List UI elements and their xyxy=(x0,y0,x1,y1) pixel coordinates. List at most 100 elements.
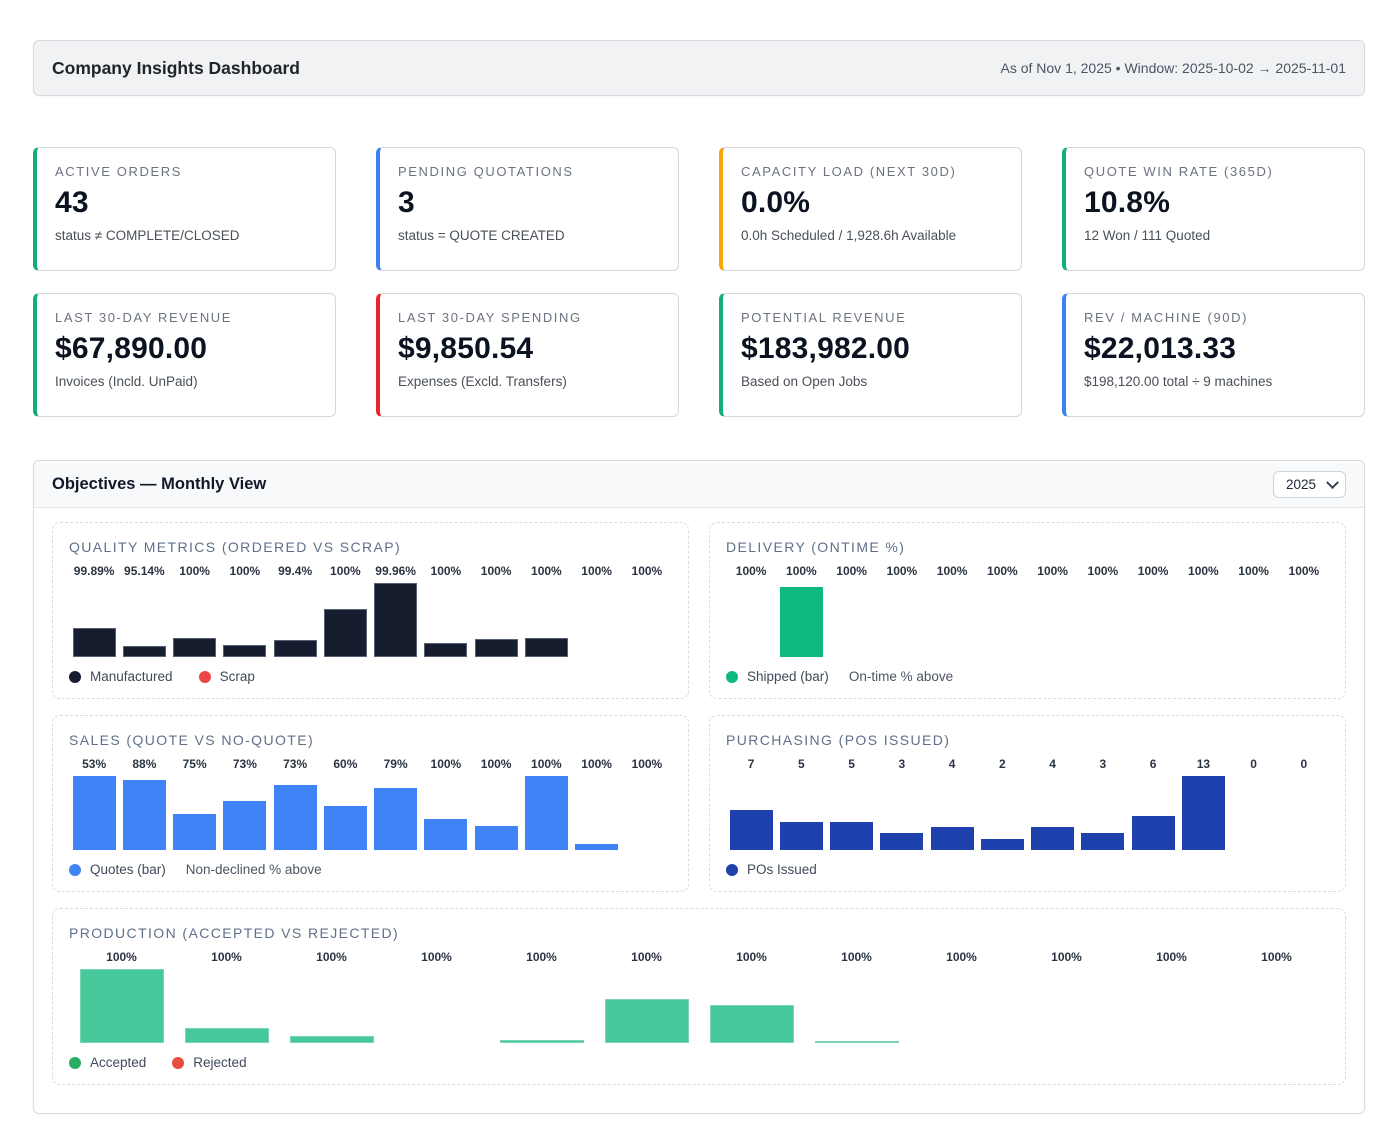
bar-value-label: 3 xyxy=(1099,757,1107,771)
bar-value-label: 95.14% xyxy=(124,564,165,578)
kpi-label: REV / MACHINE (90D) xyxy=(1084,310,1249,325)
bar-value-label: 5 xyxy=(798,757,805,771)
chart-legend: Manufactured Scrap xyxy=(69,669,672,684)
bar-slot xyxy=(877,776,927,850)
legend-note: On-time % above xyxy=(848,669,954,684)
date-window-text: As of Nov 1, 2025 • Window: 2025-10-02 →… xyxy=(1000,60,1346,76)
legend-item: Quotes (bar) xyxy=(69,862,166,877)
chart-column: 73% xyxy=(270,756,320,850)
chart-column: 7 xyxy=(726,756,776,850)
year-select[interactable]: 2025 xyxy=(1273,470,1346,498)
bar-slot xyxy=(572,583,622,657)
chart-column: 100% xyxy=(1078,563,1128,657)
chart-column: 99.89% xyxy=(69,563,119,657)
bar-value-label: 88% xyxy=(132,757,157,771)
chart-column: 100% xyxy=(220,563,270,657)
legend-label: Rejected xyxy=(193,1055,247,1070)
chart-column: 100% xyxy=(170,563,220,657)
bar-slot xyxy=(877,583,927,657)
chart-column: 100% xyxy=(1279,563,1329,657)
chart-column: 100% xyxy=(521,563,571,657)
bar-value-label: 100% xyxy=(316,950,347,964)
kpi-label: LAST 30-DAY REVENUE xyxy=(55,310,233,325)
chart-legend: Accepted Rejected xyxy=(69,1055,1329,1070)
chart-column: 60% xyxy=(320,756,370,850)
bar-slot xyxy=(1128,776,1178,850)
bar-value-label: 100% xyxy=(1288,564,1320,578)
bar-slot xyxy=(804,969,909,1043)
legend-dot-icon xyxy=(69,863,81,876)
bar-slot xyxy=(69,969,174,1043)
bar-value-label: 100% xyxy=(886,564,918,578)
chart-column: 79% xyxy=(371,756,421,850)
kpi-value: 10.8% xyxy=(1084,186,1171,219)
chart-column: 100% xyxy=(726,563,776,657)
chart-column: 100% xyxy=(384,949,489,1043)
chart-column: 100% xyxy=(279,949,384,1043)
legend-item: Accepted xyxy=(69,1055,146,1070)
chart-column: 0 xyxy=(1279,756,1329,850)
bar-slot xyxy=(119,776,169,850)
chart-column: 13 xyxy=(1178,756,1228,850)
bar-value-label: 100% xyxy=(786,564,817,578)
bar-value-label: 100% xyxy=(841,950,872,964)
chart-column: 95.14% xyxy=(119,563,169,657)
bar-slot xyxy=(977,583,1027,657)
bar-value-label: 100% xyxy=(631,564,663,578)
bar-value-label: 100% xyxy=(229,564,261,578)
chart-column: 2 xyxy=(977,756,1027,850)
bar-value-label: 100% xyxy=(211,950,242,964)
bar-slot xyxy=(1279,583,1329,657)
bar xyxy=(79,969,164,1043)
bar-slot xyxy=(594,969,699,1043)
kpi-label: POTENTIAL REVENUE xyxy=(741,310,907,325)
chart-column: 100% xyxy=(776,563,826,657)
chart-grid: QUALITY METRICS (ORDERED VS SCRAP) 99.89… xyxy=(52,522,1346,1085)
legend-dot-icon xyxy=(726,863,738,876)
chart-column: 99.96% xyxy=(371,563,421,657)
bar-slot xyxy=(270,583,320,657)
bar-value-label: 4 xyxy=(1049,757,1056,771)
objectives-body: QUALITY METRICS (ORDERED VS SCRAP) 99.89… xyxy=(34,508,1364,1113)
bar-slot xyxy=(776,583,826,657)
legend-item: POs Issued xyxy=(726,862,817,877)
chart-column: 4 xyxy=(1028,756,1078,850)
bar-slot xyxy=(776,776,826,850)
bar xyxy=(72,628,116,657)
kpi-subtext: $198,120.00 total ÷ 9 machines xyxy=(1084,374,1273,389)
bar-slot xyxy=(1028,776,1078,850)
bar-value-label: 100% xyxy=(987,564,1018,578)
kpi-label: CAPACITY LOAD (NEXT 30D) xyxy=(741,164,957,179)
bar-value-label: 75% xyxy=(182,757,207,771)
bar-value-label: 73% xyxy=(283,757,308,771)
legend-item: Scrap xyxy=(198,669,255,684)
bar xyxy=(173,814,217,850)
bar-value-label: 100% xyxy=(1156,950,1187,964)
kpi-value: $183,982.00 xyxy=(741,332,911,365)
bar-slot xyxy=(1279,776,1329,850)
kpi-value: $22,013.33 xyxy=(1084,332,1237,365)
legend-dot-icon xyxy=(69,670,81,683)
chart-column: 88% xyxy=(119,756,169,850)
kpi-subtext: Based on Open Jobs xyxy=(741,374,868,389)
chart-column: 100% xyxy=(1014,949,1119,1043)
bar-value-label: 100% xyxy=(421,950,452,964)
chart-legend: Quotes (bar) Non-declined % above xyxy=(69,862,672,877)
chart-column: 5 xyxy=(776,756,826,850)
bar-value-label: 100% xyxy=(735,564,767,578)
bar-slot xyxy=(977,776,1027,850)
bar-slot xyxy=(119,583,169,657)
bar-slot xyxy=(170,583,220,657)
bar-slot xyxy=(170,776,220,850)
bar-value-label: 73% xyxy=(232,757,257,771)
chart-column: 100% xyxy=(521,756,571,850)
bar-value-label: 99.89% xyxy=(73,564,115,578)
chart-panel-delivery: DELIVERY (ONTIME %) 100% 100% 100% 100% 100%… xyxy=(709,522,1346,699)
bar-slot xyxy=(471,776,521,850)
bar-value-label: 53% xyxy=(82,757,107,771)
bar-slot xyxy=(1028,583,1078,657)
bar-value-label: 100% xyxy=(526,950,557,964)
year-select-wrap: 2025 xyxy=(1273,470,1346,498)
bar-slot xyxy=(69,583,119,657)
bar-slot xyxy=(1229,583,1279,657)
